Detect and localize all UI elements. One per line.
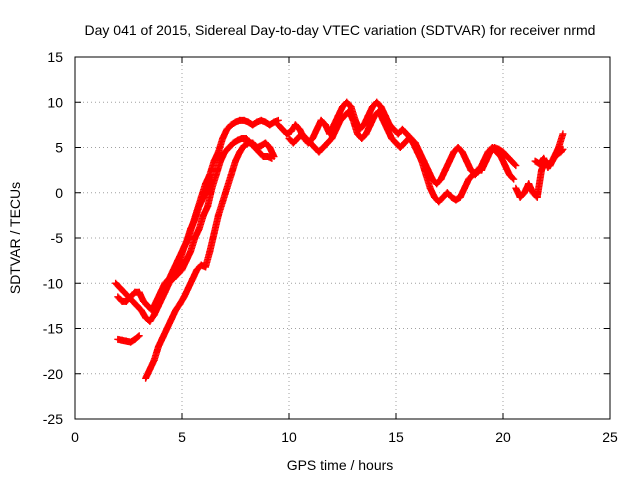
y-axis-label: SDTVAR / TECUs [7, 182, 23, 294]
x-tick-label: 15 [388, 429, 404, 445]
y-tick-label: -5 [51, 230, 64, 246]
data-point [204, 175, 216, 192]
x-tick-label: 5 [178, 429, 186, 445]
data-point [557, 145, 567, 156]
y-tick-label: -10 [43, 275, 63, 291]
y-tick-label: 15 [47, 49, 63, 65]
y-tick-label: 5 [55, 140, 63, 156]
x-tick-label: 0 [71, 429, 79, 445]
y-tick-label: -20 [43, 366, 63, 382]
grid [75, 57, 610, 419]
data-point [131, 332, 143, 343]
y-tick-label: -25 [43, 411, 63, 427]
x-tick-label: 10 [281, 429, 297, 445]
data-point [266, 144, 278, 161]
data-point [505, 171, 518, 183]
chart-title: Day 041 of 2015, Sidereal Day-to-day VTE… [85, 22, 596, 38]
y-tick-label: -15 [43, 321, 63, 337]
data-point [555, 130, 567, 151]
y-tick-label: 10 [47, 94, 63, 110]
y-tick-label: 0 [55, 185, 63, 201]
data-point [270, 116, 282, 126]
axes: 0 5 10 15 20 25 15 10 5 0 -5 -10 -15 -20 -25 [43, 49, 618, 445]
x-tick-label: 25 [602, 429, 618, 445]
data-point [508, 157, 520, 170]
x-tick-label: 20 [495, 429, 511, 445]
data-point [264, 153, 276, 162]
x-axis-label: GPS time / hours [287, 457, 394, 473]
data-marks [112, 98, 567, 382]
